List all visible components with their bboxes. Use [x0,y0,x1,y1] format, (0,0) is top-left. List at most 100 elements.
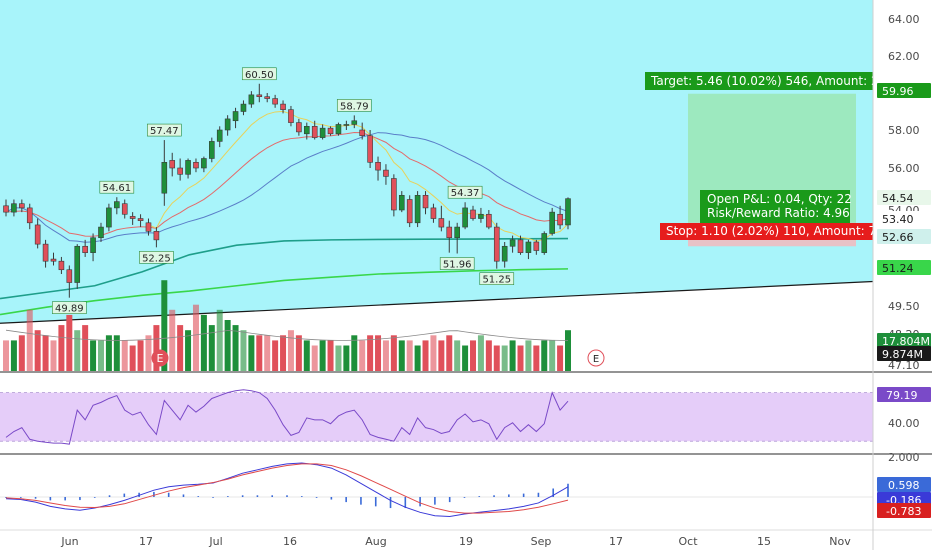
price-tag: 17.804M [882,335,930,348]
candle-body [98,226,104,239]
volume-bar [161,280,168,371]
volume-bar [58,325,65,371]
stop-label-box [660,223,873,240]
volume-bar [287,330,294,371]
candle-body [264,96,271,99]
candle-body [153,231,160,241]
volume-bar [185,330,192,371]
volume-bar [18,335,25,371]
candle [565,197,571,230]
volume-bar [256,335,263,371]
candle [446,220,453,253]
price-label-box [241,67,277,81]
volume-bar [153,325,160,371]
candle-body [533,241,540,251]
candle-body [177,167,183,175]
price-axis-tick: 56.00 [888,162,920,175]
volume-bar [470,340,477,371]
macd-tag: 0.598 [888,479,920,492]
price-label-box [52,301,87,314]
price-label: 51.96 [443,260,472,271]
price-tag-box [877,83,931,98]
macd-histogram-bar [478,496,481,497]
price-label-box [336,99,372,112]
volume-bar [50,340,57,371]
price-tag: 9.874M [882,348,923,361]
time-axis-tick: 17 [609,535,623,548]
candle [327,126,334,136]
candle [224,115,231,136]
macd-histogram-bar [5,497,7,498]
candle-body [303,126,310,135]
price-scale[interactable]: 64.0062.0060.0058.0056.0054.0049.5048.20… [872,0,931,550]
macd-histogram-bar [448,497,451,503]
candle-body [414,195,421,224]
candle-body [216,129,223,142]
volume-bar [493,345,500,371]
volume-bar [113,335,120,371]
volume-bar [549,340,556,371]
time-axis-tick: 19 [459,535,473,548]
macd-histogram-bar [167,492,170,497]
candle-body [121,203,128,215]
volume-bar [446,335,453,371]
volume-bar [248,335,255,371]
risk-reward-label: Risk/Reward Ratio: 4.96 [707,206,850,220]
candle [478,207,484,223]
volume-bar [367,335,374,371]
price-label-box [439,257,475,270]
candle-body [398,195,405,211]
macd-histogram-bar [315,497,318,498]
time-axis-tick: 15 [757,535,771,548]
price-label-box [139,251,174,264]
volume-bar [375,335,382,371]
macd-histogram-bar [182,494,185,497]
time-axis-tick: Nov [829,535,851,548]
candle [438,205,445,232]
time-axis-tick: Aug [365,535,386,548]
candle [525,239,532,260]
candle [470,205,476,221]
price-axis-tick: 62.00 [888,50,920,63]
candle-body [58,260,65,271]
volume-bar [311,345,318,371]
candle-body [383,169,389,177]
price-axis-tick: 58.00 [888,124,920,137]
candle [177,158,183,181]
volume-bar [3,340,9,371]
candle [296,118,302,136]
trendline [0,280,874,324]
macd-axis-tick: 2.000 [888,451,920,464]
macd-histogram-bar [330,497,333,500]
macd-histogram-bar [153,491,155,497]
time-axis-tick: Sep [531,535,552,548]
volume-bar [129,345,136,371]
macd-histogram-bar [508,494,510,497]
candle [383,164,389,185]
volume-bar [327,340,334,371]
candle-body [493,226,500,262]
volume-bar [34,330,41,371]
price-label: 60.50 [245,70,274,81]
macd-histogram-bar [537,492,540,497]
candle [391,174,397,217]
time-axis-tick: Jul [208,535,222,548]
volume-bar [319,340,326,371]
candle [106,203,112,232]
volume-bar [240,330,247,371]
time-axis: Jun 17 Jul 16 Aug 19 Sep 17 Oct 15 Nov [60,535,851,548]
candle-body [169,160,176,169]
candle [549,207,555,236]
candle-body [26,207,33,224]
candle-body [557,213,563,226]
volume-bar [477,335,484,371]
price-label-box [447,185,483,199]
volume-bar [557,345,564,371]
macd-histogram-bar [64,497,66,501]
volume-bar [485,340,492,371]
volume-bar [454,340,461,371]
macd-histogram-bar [389,497,392,509]
macd-histogram-bar [123,493,126,497]
target-label: Target: 5.46 (10.02%) 546, Amount: 226 [650,74,894,88]
candle-body [454,226,460,239]
